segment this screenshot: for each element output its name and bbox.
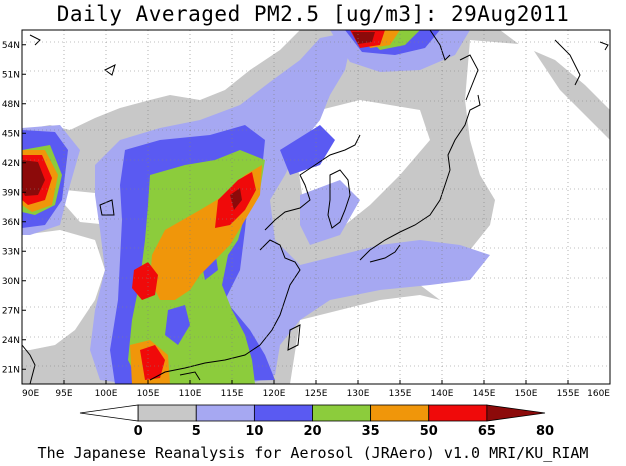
colorbar-level-label: 65	[478, 424, 496, 439]
colorbar-swatch	[370, 404, 430, 422]
colorbar-level-label: 0	[134, 424, 143, 439]
lon-tick-label: 95E	[55, 389, 72, 399]
credit-line: The Japanese Reanalysis for Aerosol (JRA…	[37, 444, 589, 462]
lat-tick-label: 33N	[2, 247, 20, 257]
level-20-35-patch	[280, 125, 335, 175]
level-80-beijing	[230, 188, 242, 210]
colorbar-swatch	[312, 404, 372, 422]
colorbar-swatch	[79, 404, 139, 422]
colorbar-level-label: 20	[303, 424, 321, 439]
clean-region-west	[22, 230, 105, 350]
coastlines	[22, 30, 609, 384]
longitude-labels: 90E 95E 100E 105E 110E 115E 120E 125E 130E 135E 14…	[21, 380, 611, 399]
graticule	[22, 30, 610, 384]
colorbar-swatch	[137, 404, 197, 422]
lon-tick-label: 110E	[179, 389, 202, 399]
level-10-20-sea	[300, 180, 360, 245]
level-65-80-sichuan	[132, 262, 158, 300]
colorbar-level-label: 10	[245, 424, 263, 439]
colorbar-level-label: 35	[362, 424, 380, 439]
lat-tick-label: 48N	[2, 100, 20, 110]
lon-tick-label: 145E	[473, 389, 496, 399]
colorbar-level-label: 5	[192, 424, 201, 439]
lon-tick-label: 150E	[515, 389, 538, 399]
lat-tick-label: 30N	[2, 277, 20, 287]
colorbar-level-label: 80	[536, 424, 554, 439]
lon-tick-label: 135E	[389, 389, 412, 399]
lat-tick-label: 45N	[2, 129, 20, 139]
lon-tick-label: 160E	[587, 389, 610, 399]
lat-tick-label: 21N	[2, 365, 20, 375]
colorbar-level-label: 50	[420, 424, 438, 439]
colorbar-swatch	[253, 404, 313, 422]
clean-hole-green	[165, 305, 190, 345]
lon-tick-label: 140E	[431, 389, 454, 399]
clean-region-nw	[22, 30, 300, 130]
lat-tick-label: 39N	[2, 188, 20, 198]
colorbar: 0 5 10 20 35 50 65 80	[79, 404, 554, 439]
lat-tick-label: 54N	[2, 41, 20, 51]
lon-tick-label: 115E	[221, 389, 244, 399]
map-title: Daily Averaged PM2.5 [ug/m3]: 29Aug2011	[56, 2, 570, 26]
lon-tick-label: 90E	[22, 389, 39, 399]
lon-tick-label: 130E	[347, 389, 370, 399]
lon-tick-label: 120E	[263, 389, 286, 399]
lon-tick-label: 105E	[137, 389, 160, 399]
level-65-80-south	[140, 345, 165, 380]
clean-region-se	[290, 295, 560, 384]
lat-tick-label: 36N	[2, 218, 20, 228]
level-80-west	[22, 160, 45, 196]
latitude-labels: 21N 24N 27N 30N 33N 36N 39N 42N 45N 48N 51N 54N	[2, 41, 26, 375]
lon-tick-label: 100E	[95, 389, 118, 399]
concentration-field	[22, 30, 610, 384]
lon-tick-label: 125E	[305, 389, 328, 399]
colorbar-swatch	[195, 404, 255, 422]
clean-region-ne	[500, 30, 610, 110]
colorbar-swatch	[486, 404, 546, 422]
lat-tick-label: 24N	[2, 336, 20, 346]
colorbar-swatch	[428, 404, 488, 422]
lat-tick-label: 27N	[2, 306, 20, 316]
clean-region-east	[420, 40, 610, 384]
lon-tick-label: 155E	[557, 389, 580, 399]
lat-tick-label: 42N	[2, 159, 20, 169]
lat-tick-label: 51N	[2, 70, 20, 80]
